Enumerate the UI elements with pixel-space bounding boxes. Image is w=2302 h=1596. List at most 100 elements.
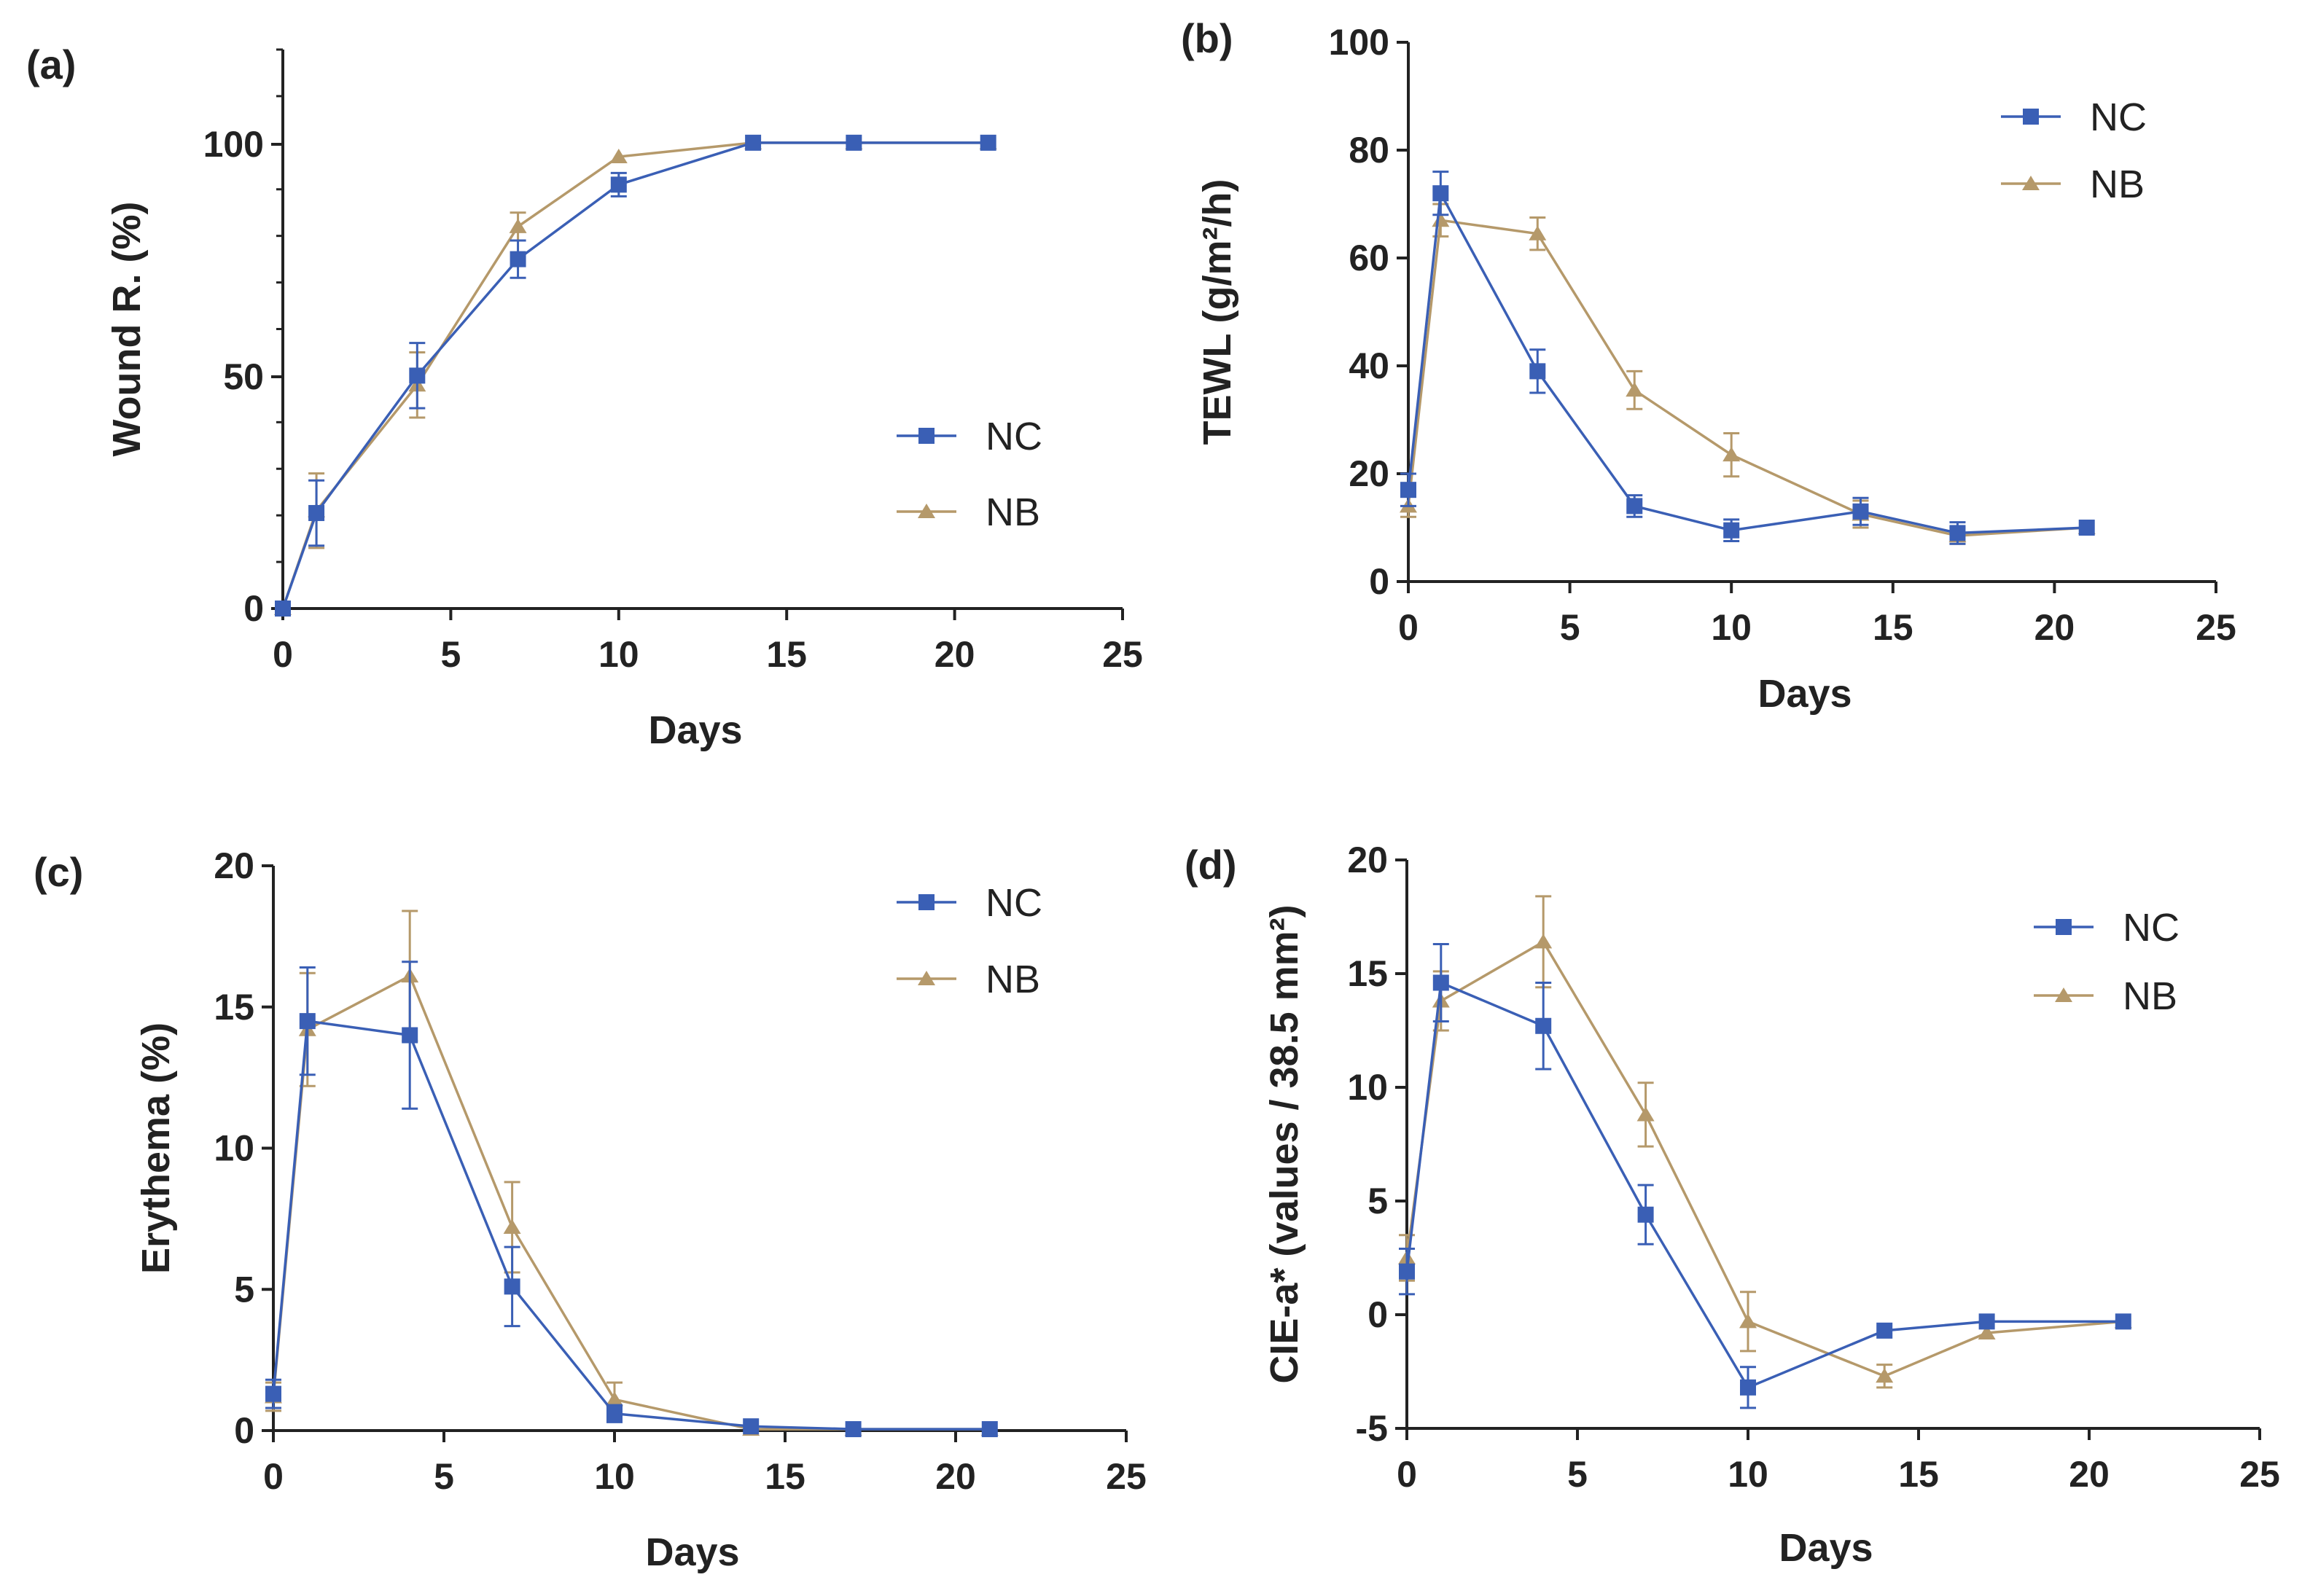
x-tick-label: 5 xyxy=(1567,1454,1588,1495)
series-line-nb xyxy=(272,974,990,1431)
data-point-nb xyxy=(509,218,527,233)
series-nb xyxy=(1398,895,2132,1389)
data-point-nc xyxy=(606,1405,623,1422)
y-axis-title: Wound R. (%) xyxy=(105,202,149,457)
legend-label-nb: NB xyxy=(986,490,1040,534)
x-tick-label: 25 xyxy=(2239,1454,2280,1495)
x-axis-title: Days xyxy=(1779,1526,1873,1570)
y-tick-label: 10 xyxy=(1347,1067,1388,1108)
y-tick-label: 0 xyxy=(1367,1294,1388,1335)
legend-marker-nc xyxy=(2056,919,2072,935)
x-tick-label: 5 xyxy=(1560,607,1580,648)
data-point-nc xyxy=(504,1278,520,1295)
panel-c: (c) 0 5 10 15 20 25 0 5 10 15 20 Days Erythema (%) NC… xyxy=(34,845,1147,1574)
data-point-nc xyxy=(409,367,426,384)
data-point-nc xyxy=(1400,482,1416,498)
data-point-nb xyxy=(503,1219,521,1234)
series-line-nb xyxy=(1407,219,2087,537)
data-point-nc xyxy=(1740,1379,1756,1396)
x-tick-label: 15 xyxy=(766,634,807,675)
legend: NC NB xyxy=(897,881,1042,1001)
data-point-nc xyxy=(1949,525,1966,541)
legend-label-nb: NB xyxy=(2090,163,2145,206)
data-point-nc xyxy=(980,134,996,151)
y-axis-title: CIE-a* (values / 38.5 mm²) xyxy=(1263,904,1306,1383)
y-tick-label: 15 xyxy=(1347,953,1388,994)
data-point-nc xyxy=(510,251,526,267)
x-tick-label: 25 xyxy=(1106,1456,1147,1497)
legend-marker-nc xyxy=(918,894,935,910)
series-line-nc xyxy=(281,141,988,609)
y-tick-label: 80 xyxy=(1349,130,1389,171)
data-point-nc xyxy=(402,1027,418,1044)
panel-d-label: (d) xyxy=(1185,842,1237,888)
data-point-nb xyxy=(606,1391,623,1407)
series-line-nb xyxy=(1405,939,2123,1378)
legend-label-nc: NC xyxy=(986,881,1042,925)
data-point-nc xyxy=(1876,1322,1893,1339)
y-tick-label: 5 xyxy=(234,1269,254,1310)
data-point-nc xyxy=(745,134,762,151)
data-point-nc xyxy=(2078,520,2095,536)
x-tick-label: 20 xyxy=(2034,607,2075,648)
x-tick-label: 20 xyxy=(935,1456,976,1497)
legend-marker-nb xyxy=(918,971,935,985)
data-point-nb xyxy=(1876,1368,1894,1383)
y-axis-title: Erythema (%) xyxy=(134,1022,178,1274)
series-line-nc xyxy=(1405,980,2123,1390)
series-nb xyxy=(1400,203,2096,545)
legend-marker-nb xyxy=(918,504,935,518)
data-point-nc xyxy=(275,601,291,617)
x-tick-label: 5 xyxy=(434,1456,454,1497)
y-tick-label: 40 xyxy=(1349,345,1389,386)
data-point-nc xyxy=(265,1385,281,1402)
x-tick-label: 5 xyxy=(440,634,461,675)
x-axis-title: Days xyxy=(1757,672,1852,716)
data-point-nb xyxy=(1529,225,1547,240)
legend: NC NB xyxy=(897,415,1042,534)
data-point-nb xyxy=(1978,1324,1996,1339)
legend-marker-nc xyxy=(918,428,935,444)
legend: NC NB xyxy=(2034,906,2180,1018)
panel-a: (a) 0 5 10 15 20 25 0 50 100 Days Wound R. (%) NC NB xyxy=(26,42,1143,752)
data-point-nc xyxy=(845,1421,862,1438)
legend-label-nb: NB xyxy=(2123,974,2177,1018)
x-tick-label: 15 xyxy=(1873,607,1913,648)
legend-label-nc: NC xyxy=(986,415,1042,458)
legend-marker-nb xyxy=(2022,176,2040,190)
y-tick-label: 5 xyxy=(1367,1181,1388,1221)
x-tick-label: 10 xyxy=(598,634,639,675)
x-tick-label: 10 xyxy=(1711,607,1752,648)
x-tick-label: 0 xyxy=(273,634,293,675)
y-tick-label: 20 xyxy=(214,845,254,886)
data-point-nb xyxy=(1739,1313,1757,1329)
series-nb xyxy=(265,910,999,1436)
x-tick-label: 20 xyxy=(935,634,975,675)
legend: NC NB xyxy=(2001,95,2147,206)
x-tick-label: 25 xyxy=(1102,634,1143,675)
data-point-nb xyxy=(1626,382,1644,397)
data-point-nc xyxy=(299,1013,316,1030)
series-nc xyxy=(1400,171,2095,545)
x-tick-label: 0 xyxy=(1397,1454,1417,1495)
legend-label-nb: NB xyxy=(986,958,1040,1001)
data-point-nc xyxy=(846,134,862,151)
series-nc xyxy=(1399,942,2131,1409)
data-point-nc xyxy=(1978,1313,1995,1330)
x-tick-label: 0 xyxy=(263,1456,284,1497)
x-tick-label: 10 xyxy=(594,1456,635,1497)
x-tick-label: 20 xyxy=(2069,1454,2110,1495)
series-nc xyxy=(265,961,998,1438)
y-axis-title: TEWL (g/m²/h) xyxy=(1195,179,1239,445)
data-point-nc xyxy=(308,504,325,521)
series-line-nc xyxy=(272,1020,990,1431)
panel-b-label: (b) xyxy=(1181,15,1233,61)
data-point-nb xyxy=(1636,1106,1655,1122)
data-point-nc xyxy=(1637,1206,1654,1223)
y-tick-label: 100 xyxy=(203,124,264,165)
data-point-nc xyxy=(1529,363,1546,380)
data-point-nc xyxy=(2115,1313,2131,1330)
y-tick-label: 100 xyxy=(1329,22,1389,63)
x-tick-label: 10 xyxy=(1728,1454,1768,1495)
